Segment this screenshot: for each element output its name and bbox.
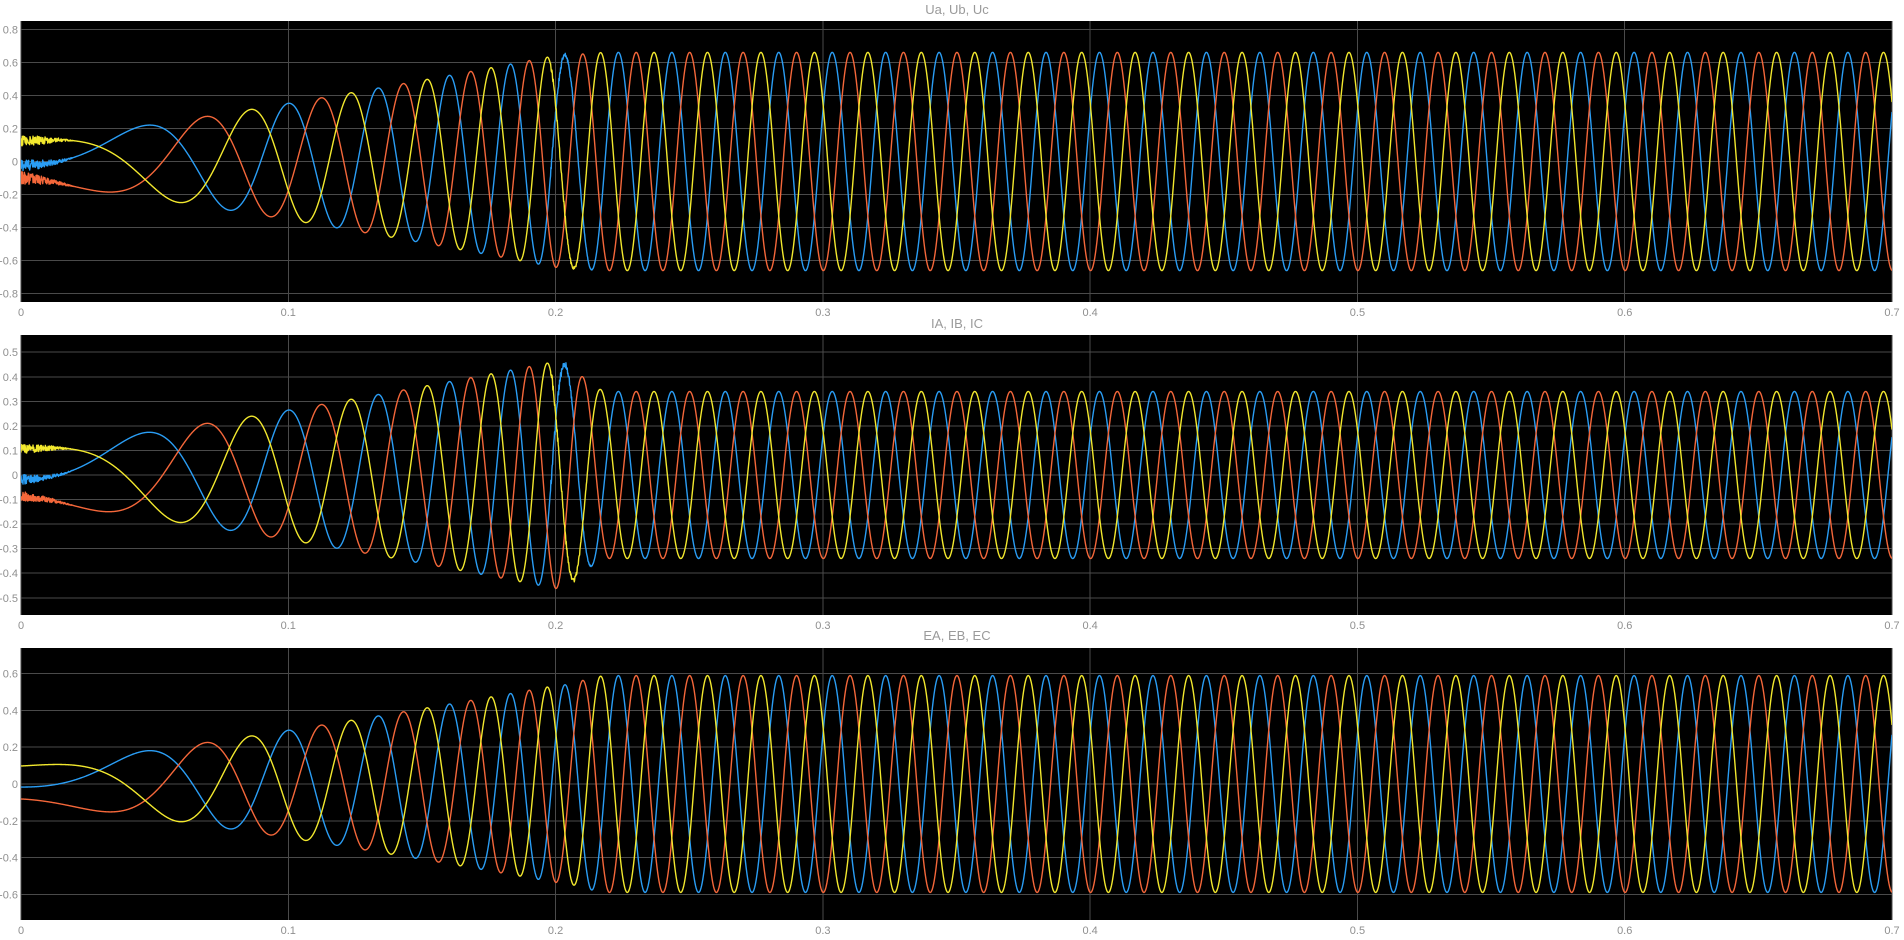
emf-y-tick-label: -0.2 (0, 816, 18, 828)
voltage-x-tick-label: 0.3 (815, 307, 830, 319)
voltage-y-tick-label: 0.4 (3, 90, 18, 102)
emf-x-tick-label: 0.5 (1350, 925, 1365, 937)
current-y-tick-label: 0.5 (3, 347, 18, 359)
emf-x-tick-label: 0.2 (548, 925, 563, 937)
voltage-x-tick-label: 0.1 (281, 307, 296, 319)
current-y-tick-label: -0.2 (0, 519, 18, 531)
emf-y-tick-label: 0.6 (3, 669, 18, 681)
current-y-tick-label: 0.2 (3, 421, 18, 433)
emf-plot-title: EA, EB, EC (923, 628, 990, 643)
emf-x-tick-label: 0.6 (1617, 925, 1632, 937)
current-x-tick-label: 0 (18, 620, 24, 632)
voltage-x-tick-label: 0.4 (1082, 307, 1097, 319)
emf-phase-1-line (21, 674, 1892, 894)
current-x-tick-label: 0.3 (815, 620, 830, 632)
current-y-tick-label: -0.5 (0, 593, 18, 605)
voltage-y-tick-label: -0.4 (0, 223, 18, 235)
emf-x-tick-label: 0.4 (1082, 925, 1097, 937)
current-y-tick-label: -0.1 (0, 495, 18, 507)
voltage-y-tick-label: 0 (12, 157, 18, 169)
current-x-tick-label: 0.4 (1082, 620, 1097, 632)
voltage-y-tick-label: -0.8 (0, 289, 18, 301)
current-x-tick-label: 0.5 (1350, 620, 1365, 632)
current-plot-title: IA, IB, IC (931, 316, 983, 331)
emf-plot-panel: EA, EB, EC 0 0.1 0.2 0.3 0.4 0.5 0.6 0.7 0.6 0.4 0… (0, 628, 1900, 937)
emf-y-tick-label: 0.4 (3, 705, 18, 717)
emf-y-tick-label: 0.2 (3, 742, 18, 754)
voltage-y-tick-label: 0.2 (3, 123, 18, 135)
voltage-plot-title: Ua, Ub, Uc (925, 2, 989, 17)
voltage-plot-panel: Ua, Ub, Uc 0 0.1 0.2 0.3 0.4 0.5 0.6 0.7 0.8 0.6 0… (0, 2, 1900, 319)
current-phase-1-line (21, 362, 1892, 586)
voltage-phase-3-line (21, 51, 1892, 272)
current-y-tick-label: 0.4 (3, 372, 18, 384)
emf-y-tick-label: -0.4 (0, 853, 18, 865)
current-phase-3-line (21, 362, 1892, 583)
voltage-y-tick-label: -0.2 (0, 190, 18, 202)
voltage-x-tick-label: 0.7 (1884, 307, 1899, 319)
voltage-phase-1-line (21, 51, 1892, 272)
voltage-x-tick-label: 0 (18, 307, 24, 319)
emf-y-tick-label: 0 (12, 779, 18, 791)
current-y-tick-label: 0.1 (3, 445, 18, 457)
current-y-tick-label: -0.4 (0, 568, 18, 580)
voltage-y-tick-label: -0.6 (0, 256, 18, 268)
emf-x-tick-label: 0.1 (281, 925, 296, 937)
current-x-tick-label: 0.6 (1617, 620, 1632, 632)
voltage-x-tick-label: 0.2 (548, 307, 563, 319)
voltage-phase-2-line (21, 51, 1892, 272)
current-y-tick-label: 0.3 (3, 396, 18, 408)
voltage-x-tick-label: 0.6 (1617, 307, 1632, 319)
current-x-tick-label: 0.2 (548, 620, 563, 632)
emf-y-tick-label: -0.6 (0, 889, 18, 901)
emf-phase-2-line (21, 674, 1892, 894)
current-plot-panel: IA, IB, IC 0 0.1 0.2 0.3 0.4 0.5 0.6 0.7 0.5 0.4 0… (0, 316, 1900, 632)
emf-phase-3-line (21, 674, 1892, 894)
emf-x-tick-label: 0.3 (815, 925, 830, 937)
current-x-tick-label: 0.7 (1884, 620, 1899, 632)
current-phase-2-line (21, 365, 1892, 590)
current-y-tick-label: -0.3 (0, 544, 18, 556)
emf-x-tick-label: 0 (18, 925, 24, 937)
voltage-x-tick-label: 0.5 (1350, 307, 1365, 319)
voltage-y-tick-label: 0.6 (3, 57, 18, 69)
current-x-tick-label: 0.1 (281, 620, 296, 632)
voltage-y-tick-label: 0.8 (3, 24, 18, 36)
emf-x-tick-label: 0.7 (1884, 925, 1899, 937)
current-y-tick-label: 0 (12, 470, 18, 482)
